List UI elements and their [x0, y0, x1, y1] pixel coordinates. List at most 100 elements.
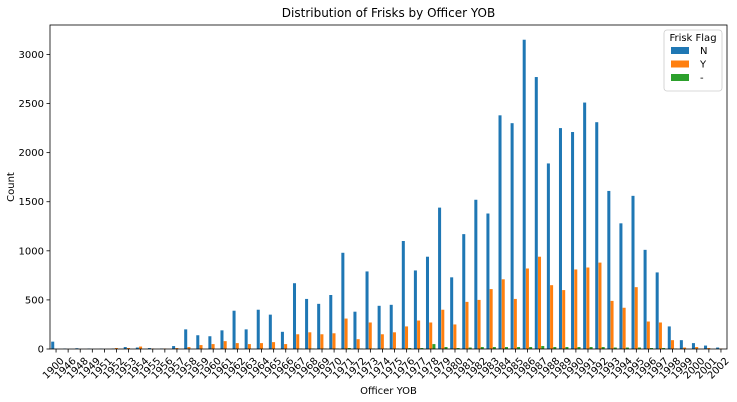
- chart-title: Distribution of Frisks by Officer YOB: [282, 6, 495, 20]
- y-tick-label: 500: [25, 295, 44, 306]
- bar---1971: [347, 348, 351, 349]
- bar-N-1973: [365, 271, 369, 349]
- y-tick-label: 2000: [19, 148, 44, 159]
- bar-N-1982: [474, 199, 478, 349]
- bar-Y-1968: [308, 332, 312, 349]
- bar-N-1978: [425, 256, 429, 349]
- bar-Y-1984: [501, 279, 505, 349]
- bar-N-1990: [571, 132, 575, 349]
- bar-Y-1961: [223, 341, 227, 349]
- bar---1988: [553, 347, 557, 349]
- bar-N-1981: [462, 234, 466, 349]
- bar-N-2001: [704, 345, 708, 349]
- bar---1980: [456, 348, 460, 349]
- bar-N-1967: [292, 283, 297, 349]
- bar-Y-1970: [332, 333, 336, 349]
- bar-Y-1954: [139, 346, 143, 349]
- bar-N-1998: [667, 326, 671, 349]
- y-axis-label: Count: [6, 172, 17, 202]
- bar-Y-1959: [199, 345, 203, 349]
- bar-Y-2000: [695, 347, 699, 349]
- legend: Frisk Flag NY -: [663, 29, 723, 92]
- bar-Y-1972: [356, 339, 360, 349]
- bar---1997: [662, 348, 666, 349]
- bar-N-1966: [280, 331, 284, 349]
- bar-Y-1980: [453, 324, 457, 349]
- bar-Y-1966: [284, 344, 288, 349]
- bar---1981: [468, 347, 472, 349]
- x-axis: 1900194619481949195119521953195419551956…: [41, 349, 732, 382]
- bar-N-1969: [317, 303, 321, 349]
- bar-Y-1975: [392, 332, 396, 349]
- x-axis-label: Officer YOB: [360, 386, 417, 397]
- bar-N-1972: [353, 311, 357, 349]
- bar-N-1985: [510, 123, 514, 350]
- bar-Y-1967: [296, 334, 300, 349]
- bar-N-1959: [196, 335, 200, 349]
- bar-Y-1964: [259, 343, 263, 349]
- bar-N-1957: [172, 346, 176, 349]
- bar-Y-1965: [272, 342, 276, 349]
- bar-N-1953: [123, 347, 127, 349]
- bar-N-1996: [643, 249, 647, 349]
- bar-Y-1958: [187, 347, 191, 349]
- bar---1996: [650, 348, 654, 349]
- y-tick-label: 1500: [19, 197, 44, 208]
- bar-Y-1992: [598, 262, 602, 349]
- bar---1976: [408, 348, 412, 349]
- bar-N-1987: [534, 77, 538, 349]
- bar-N-1999: [679, 340, 683, 349]
- bar-Y-1987: [538, 256, 542, 349]
- bar-N-1995: [631, 195, 635, 349]
- bar-Y-1999: [683, 347, 687, 349]
- bar-N-1976: [401, 241, 405, 349]
- bar---1983: [492, 347, 496, 349]
- bar-Y-1988: [550, 285, 554, 349]
- bar---1993: [613, 347, 617, 349]
- legend-label-Y: Y: [699, 60, 707, 71]
- bar---1985: [517, 347, 521, 349]
- bar-N-1977: [413, 270, 417, 349]
- bar---1989: [565, 347, 569, 349]
- bar-N-1993: [607, 190, 611, 349]
- bar-Y-1976: [405, 326, 409, 349]
- bar-Y-1957: [175, 348, 179, 349]
- bar-Y-1998: [670, 340, 675, 349]
- bar---1984: [504, 347, 508, 349]
- bar-Y-2001: [707, 348, 711, 349]
- bar-Y-1993: [610, 300, 614, 349]
- bar-N-1960: [208, 336, 212, 349]
- y-tick-label: 0: [38, 345, 44, 356]
- bar-N-1968: [305, 298, 309, 349]
- bar-Y-1977: [417, 320, 421, 349]
- bar---1979: [444, 347, 448, 349]
- bar-N-1975: [389, 304, 393, 349]
- bar-N-1974: [377, 305, 381, 349]
- bar-Y-1953: [126, 348, 130, 349]
- bar-N-1971: [341, 252, 345, 349]
- bar---1982: [480, 347, 484, 349]
- bar-Y-1952: [114, 348, 118, 349]
- bar-N-1962: [232, 310, 236, 349]
- bar-Y-1983: [489, 289, 493, 349]
- bar---1986: [529, 347, 533, 349]
- bar-N-1958: [184, 329, 188, 349]
- bar---1994: [625, 347, 629, 349]
- bar-Y-1963: [247, 344, 251, 349]
- bar-Y-1960: [211, 344, 215, 349]
- bar-Y-1971: [344, 318, 348, 349]
- bar-N-1964: [256, 309, 260, 349]
- legend-label--: -: [700, 73, 704, 84]
- y-tick-label: 2500: [19, 99, 44, 110]
- legend-swatch-Y: [671, 60, 689, 68]
- bar---1990: [577, 347, 581, 349]
- bar-N-1988: [546, 163, 550, 349]
- bar-N-1991: [583, 102, 587, 349]
- bar-Y-1969: [320, 334, 324, 349]
- bar-N-1994: [619, 223, 623, 349]
- bar-Y-1985: [513, 298, 517, 349]
- plot-frame: [49, 24, 728, 350]
- legend-swatch--: [671, 74, 689, 81]
- bar-N-1963: [244, 329, 248, 349]
- bar---1992: [601, 347, 605, 349]
